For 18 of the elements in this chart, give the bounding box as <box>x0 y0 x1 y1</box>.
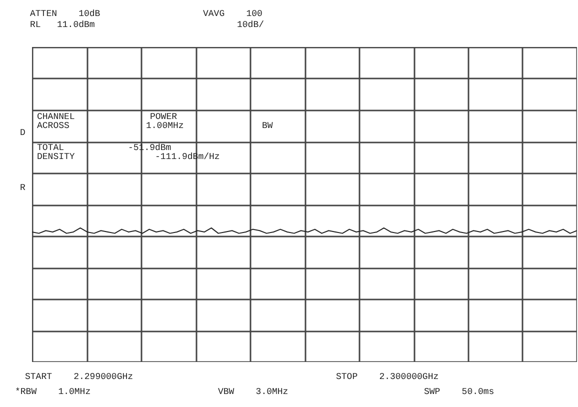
text: R <box>20 183 26 193</box>
text: 1.00MHz <box>146 121 184 131</box>
text: DENSITY <box>37 152 75 162</box>
text: VBW 3.0MHz <box>218 387 288 397</box>
text: VAVG 100 <box>203 9 262 19</box>
text: D <box>20 128 26 138</box>
text: 10dB/ <box>237 20 264 30</box>
text: BW <box>262 121 273 131</box>
text: CHANNEL <box>37 112 75 122</box>
text: ACROSS <box>37 121 70 131</box>
text: STOP 2.300000GHz <box>336 372 439 382</box>
text: POWER <box>150 112 178 122</box>
text: TOTAL <box>37 143 64 153</box>
text: ATTEN 10dB <box>30 9 100 19</box>
text: START 2.299000GHz <box>25 372 134 382</box>
text: *RBW 1.0MHz <box>15 387 91 397</box>
text: RL 11.0dBm <box>30 20 95 30</box>
text: SWP 50.0ms <box>424 387 494 397</box>
